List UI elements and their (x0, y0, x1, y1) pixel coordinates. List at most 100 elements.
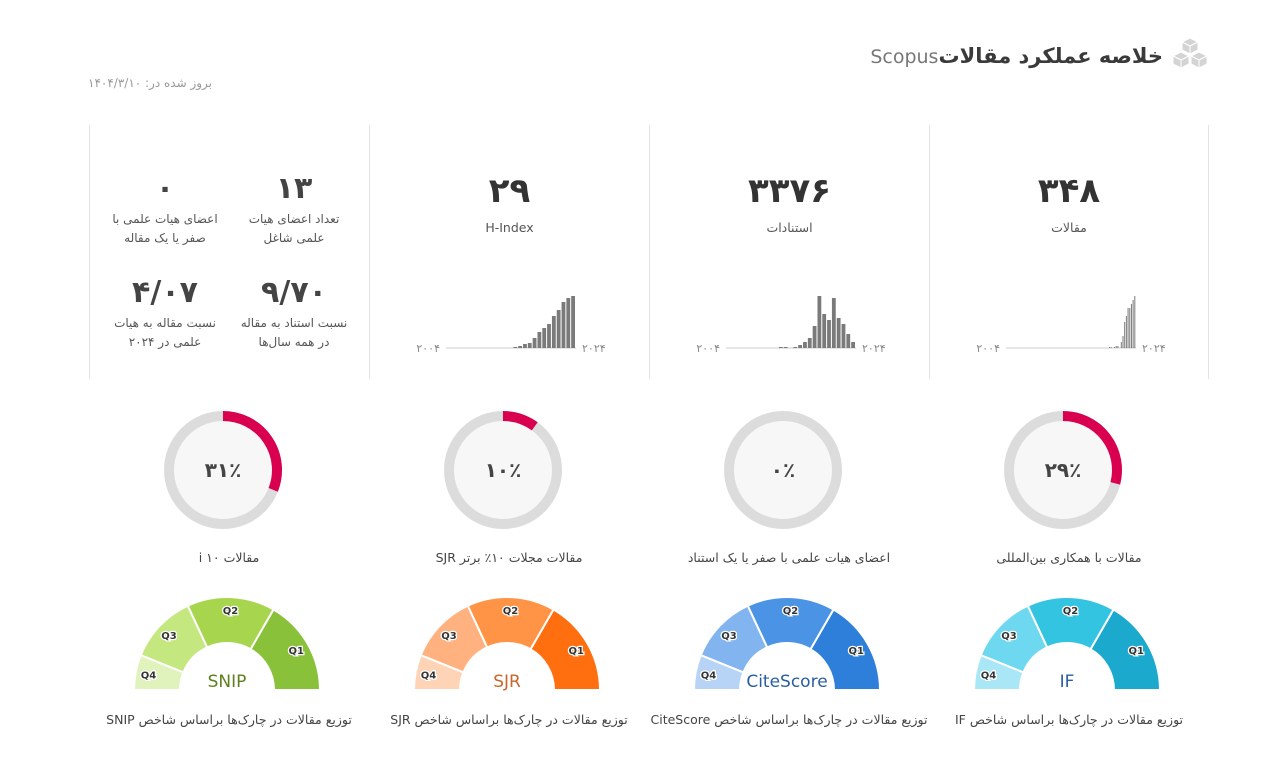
sparkline-bar (841, 324, 846, 348)
donut-center (174, 421, 272, 519)
gauge-quartile-label: Q2 (223, 606, 239, 617)
sparkline-bar (831, 298, 836, 348)
hindex-sparkline: ۲۰۰۴ ۲۰۲۴ (416, 296, 606, 355)
sparkline-bar (547, 324, 551, 348)
sparkline-bar (1115, 346, 1117, 348)
articles-panel: ۳۴۸ مقالات ۲۰۰۴ ۲۰۲۴ (929, 125, 1209, 379)
sparkline-bar (566, 298, 571, 348)
sparkline-bar (1134, 296, 1136, 348)
gauge-caption-citescore: توزیع مقالات در چارک‌ها براساس شاخص Cite… (650, 712, 928, 727)
donut-international: ۲۹٪ (1004, 411, 1122, 529)
gauge-segment-q4 (132, 653, 185, 691)
donut-percent-label: ۲۹٪ (1045, 458, 1082, 482)
donut-value-arc (1062, 411, 1122, 485)
gauge-quartile-label: Q3 (721, 631, 737, 642)
gauge-quartile-label: Q2 (503, 606, 519, 617)
sparkline-bar (836, 318, 841, 348)
citations-panel: ۳۳۷۶ استنادات ۲۰۰۴ ۲۰۲۴ (649, 125, 929, 379)
updated-date: بروز شده در: ۱۴۰۴/۳/۱۰ (88, 76, 213, 90)
gauge-caption-if: توزیع مقالات در چارک‌ها براساس شاخص IF (954, 712, 1184, 727)
donut-caption-top10-articles: مقالات ۱۰ i (198, 550, 260, 565)
donut-value-arc (502, 411, 538, 431)
sparkline-bar (1124, 322, 1126, 348)
sparkline-bar (822, 314, 827, 348)
sparkline-bar (807, 338, 812, 348)
page-header: خلاصه عملکرد مقالاتScopus (870, 36, 1209, 76)
sparkline-bar (1129, 308, 1131, 348)
donut-caption-zero-citation: اعضای هیات علمی با صفر یا یک استناد (687, 550, 891, 565)
citations-value: ۳۳۷۶ (747, 171, 831, 211)
sparkline-bar (1122, 336, 1124, 348)
gauge-quartile-label: Q4 (141, 671, 157, 682)
sparkline-bar (1125, 316, 1127, 348)
citations-label: استنادات (766, 220, 813, 235)
donut-percent-label: ۳۱٪ (205, 458, 242, 482)
sparkline-bar (817, 296, 822, 348)
sparkline-bar (513, 347, 518, 348)
gauge-quartile-label: Q3 (161, 631, 177, 642)
gauge-if: Q1 Q2 Q3 Q4 IF (972, 596, 1162, 692)
sparkline-bar (1110, 347, 1112, 348)
cubes-icon (1171, 37, 1209, 75)
articles-value: ۳۴۸ (1037, 171, 1101, 211)
active-faculty-stat: ۱۳ تعداد اعضای هیات علمی شاغل (248, 171, 340, 245)
sparkline-bar (1127, 308, 1129, 348)
article-ratio-stat: ۴/۰۷ نسبت مقاله به هیات علمی در ۲۰۲۴ (114, 275, 216, 349)
gauge-quartile-label: Q2 (1063, 606, 1079, 617)
sparkline-bar (851, 342, 855, 348)
gauge-quartile-label: Q1 (1129, 646, 1145, 657)
gauge-index-name: SJR (493, 672, 521, 692)
sparkline-bar (793, 347, 798, 348)
gauge-segment-q4 (412, 653, 465, 691)
gauge-index-name: SNIP (208, 672, 247, 692)
gauge-caption-snip: توزیع مقالات در چارک‌ها براساس شاخص SNIP (106, 712, 352, 727)
sparkline-start-year: ۲۰۰۴ (696, 342, 720, 355)
sparkline-bar (527, 343, 532, 348)
sparkline-bar (783, 347, 788, 348)
sparkline-end-year: ۲۰۲۴ (582, 342, 606, 355)
sparkline-bar (1108, 347, 1110, 348)
citation-ratio-stat: ۹/۷۰ نسبت استناد به مقاله در همه سال‌ها (240, 275, 348, 349)
sparkline-bar (1117, 346, 1119, 348)
sparkline-end-year: ۲۰۲۴ (1142, 342, 1166, 355)
donut-percent-label: ۱۰٪ (485, 458, 522, 482)
gauge-quartile-label: Q1 (289, 646, 305, 657)
sparkline-bar (551, 316, 556, 348)
donut-center (734, 421, 832, 519)
sparkline-bar (556, 310, 561, 348)
sparkline-bar (812, 326, 817, 348)
brand-scopus: Scopus (870, 46, 939, 68)
sparkline-bar (542, 328, 547, 348)
faculty-panel: ۱۳ تعداد اعضای هیات علمی شاغل ۰ اعضای هیا… (89, 125, 369, 379)
sparkline-bar (846, 334, 851, 348)
sparkline-bar (523, 344, 527, 348)
gauge-quartile-label: Q4 (701, 671, 717, 682)
sparkline-bar (537, 332, 542, 348)
gauge-quartile-label: Q3 (1001, 631, 1017, 642)
gauge-quartile-label: Q2 (783, 606, 799, 617)
donut-value-arc (222, 411, 282, 492)
sparkline-bar (532, 338, 537, 348)
hindex-value: ۲۹ (488, 171, 531, 211)
sparkline-bar (778, 347, 783, 348)
gauge-sjr: Q1 Q2 Q3 Q4 SJR (412, 596, 602, 692)
sparkline-bar (1130, 304, 1132, 348)
donut-top10-sjr: ۱۰٪ (444, 411, 562, 529)
sparkline-bar (518, 346, 523, 348)
gauge-snip: Q1 Q2 Q3 Q4 SNIP (132, 596, 322, 692)
gauge-quartile-label: Q4 (981, 671, 997, 682)
donut-center (1014, 421, 1112, 519)
donut-zero-citation: ۰٪ (724, 411, 842, 529)
sparkline-start-year: ۲۰۰۴ (976, 342, 1000, 355)
donut-caption-top10-sjr: مقالات مجلات ۱۰٪ برتر SJR (435, 550, 583, 565)
donut-center (454, 421, 552, 519)
gauge-caption-sjr: توزیع مقالات در چارک‌ها براساس شاخص SJR (390, 712, 628, 727)
citations-sparkline: ۲۰۰۴ ۲۰۲۴ (696, 296, 886, 355)
donut-caption-international: مقالات با همکاری بین‌المللی (996, 550, 1142, 565)
sparkline-bar (571, 296, 575, 348)
donut-percent-label: ۰٪ (771, 458, 795, 482)
page-title: خلاصه عملکرد مقالاتScopus (870, 44, 1163, 68)
gauge-segment-q4 (692, 653, 745, 691)
sparkline-bar (561, 302, 566, 348)
sparkline-bar (798, 345, 803, 348)
